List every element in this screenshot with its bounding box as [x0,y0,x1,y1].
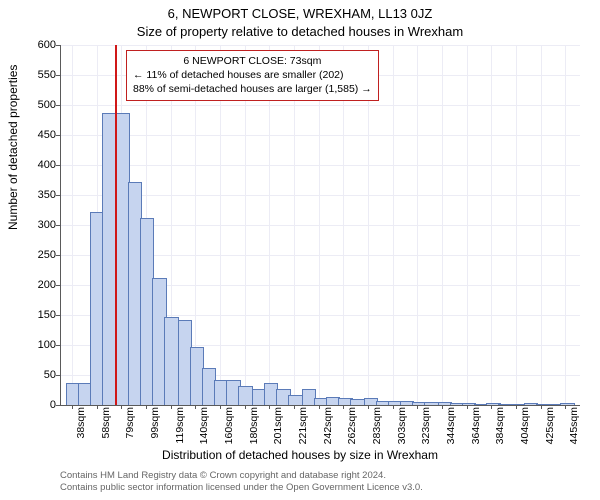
xtick-label: 140sqm [198,407,210,444]
annotation-box: 6 NEWPORT CLOSE: 73sqm ← 11% of detached… [126,50,379,101]
x-axis-line [60,405,580,406]
xtick-label: 38sqm [75,407,87,439]
xtick-label: 201sqm [272,407,284,444]
page-title-line2: Size of property relative to detached ho… [0,24,600,39]
ytick-label: 100 [16,339,56,351]
histogram-plot: 05010015020025030035040045050055060038sq… [60,45,580,405]
xtick-label: 221sqm [297,407,309,444]
gridline-vertical [516,45,517,405]
ytick-label: 150 [16,309,56,321]
gridline-horizontal [60,165,580,166]
ytick-label: 250 [16,249,56,261]
xtick-label: 323sqm [420,407,432,444]
ytick-label: 0 [16,399,56,411]
xtick-label: 242sqm [322,407,334,444]
xtick-label: 119sqm [174,407,186,444]
annotation-line2: ← 11% of detached houses are smaller (20… [133,68,372,82]
annotation-line1: 6 NEWPORT CLOSE: 73sqm [133,54,372,68]
ytick-label: 200 [16,279,56,291]
xtick-label: 344sqm [445,407,457,444]
gridline-horizontal [60,135,580,136]
gridline-vertical [565,45,566,405]
reference-line [115,45,117,405]
page-title-line1: 6, NEWPORT CLOSE, WREXHAM, LL13 0JZ [0,6,600,21]
gridline-vertical [72,45,73,405]
gridline-vertical [467,45,468,405]
gridline-vertical [541,45,542,405]
xtick-label: 262sqm [346,407,358,444]
gridline-horizontal [60,45,580,46]
histogram-bar [288,395,302,405]
x-axis-label: Distribution of detached houses by size … [0,448,600,462]
footer-line2: Contains public sector information licen… [60,482,423,494]
xtick-label: 445sqm [568,407,580,444]
xtick-label: 404sqm [519,407,531,444]
ytick-label: 50 [16,369,56,381]
annotation-line3: 88% of semi-detached houses are larger (… [133,82,372,96]
xtick-label: 79sqm [124,407,136,439]
ytick-label: 550 [16,69,56,81]
xtick-label: 364sqm [470,407,482,444]
histogram-bar [164,317,178,405]
gridline-vertical [393,45,394,405]
ytick-label: 450 [16,129,56,141]
xtick-label: 58sqm [100,407,112,439]
ytick-label: 350 [16,189,56,201]
ytick-label: 400 [16,159,56,171]
xtick-label: 384sqm [494,407,506,444]
xtick-label: 180sqm [248,407,260,444]
gridline-vertical [442,45,443,405]
ytick-label: 500 [16,99,56,111]
gridline-vertical [491,45,492,405]
xtick-label: 160sqm [223,407,235,444]
y-axis-line [60,45,61,405]
xtick-label: 425sqm [544,407,556,444]
footer-attribution: Contains HM Land Registry data © Crown c… [60,470,423,494]
ytick-label: 600 [16,39,56,51]
y-axis-label: Number of detached properties [6,65,20,230]
histogram-bar [238,386,252,405]
xtick-label: 283sqm [371,407,383,444]
gridline-vertical [417,45,418,405]
xtick-label: 99sqm [149,407,161,439]
ytick-label: 300 [16,219,56,231]
gridline-horizontal [60,105,580,106]
xtick-label: 303sqm [396,407,408,444]
footer-line1: Contains HM Land Registry data © Crown c… [60,470,423,482]
